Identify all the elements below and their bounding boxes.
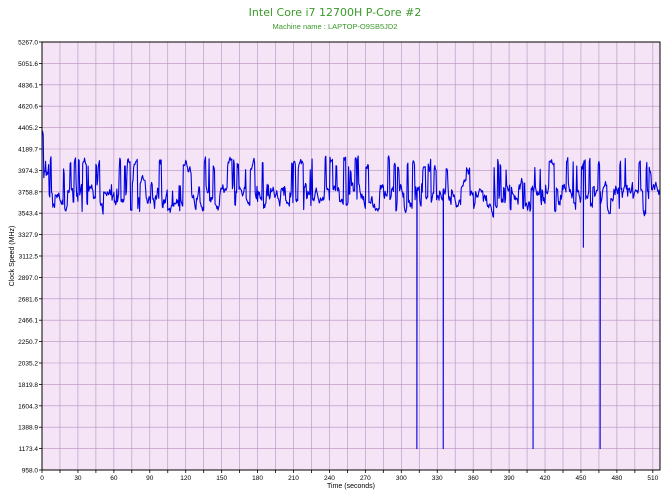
y-tick-label: 1388.9 (18, 425, 38, 432)
x-tick-label: 180 (252, 475, 263, 482)
x-tick-label: 390 (504, 475, 515, 482)
y-tick-label: 1819.8 (18, 382, 38, 389)
x-tick-label: 0 (40, 475, 44, 482)
y-tick-label: 3974.3 (18, 168, 38, 175)
x-tick-label: 60 (110, 475, 118, 482)
y-tick-label: 2250.7 (18, 339, 38, 346)
y-tick-label: 1604.3 (18, 403, 38, 410)
y-tick-label: 958.0 (22, 468, 39, 475)
x-tick-label: 270 (360, 475, 371, 482)
series-line (41, 130, 661, 450)
x-tick-label: 450 (576, 475, 587, 482)
x-tick-label: 210 (288, 475, 299, 482)
x-tick-label: 120 (180, 475, 191, 482)
grid-lines (41, 41, 660, 471)
chart-subtitle: Machine name : LAPTOP-O9SB5JD2 (273, 22, 398, 31)
x-axis-ticks: 0 30 60 90 120 150 180 210 240 270 300 330 360 390 420… (40, 470, 659, 482)
y-tick-label: 3758.8 (18, 189, 38, 196)
y-tick-label: 3543.4 (18, 211, 38, 218)
y-tick-label: 4836.1 (18, 82, 38, 89)
y-axis-label: Clock Speed (MHz) (9, 226, 16, 287)
y-tick-label: 4189.7 (18, 147, 38, 154)
x-tick-label: 510 (647, 475, 658, 482)
y-tick-label: 4620.6 (18, 104, 38, 111)
x-tick-label: 150 (216, 475, 227, 482)
x-tick-label: 360 (468, 475, 479, 482)
y-tick-label: 3112.5 (19, 254, 39, 261)
y-tick-label: 2681.6 (18, 296, 38, 303)
y-tick-label: 4405.2 (18, 125, 38, 132)
y-tick-label: 2035.2 (18, 361, 38, 368)
y-tick-label: 2897.0 (18, 275, 38, 282)
y-tick-label: 5267.0 (18, 40, 38, 47)
x-tick-label: 420 (540, 475, 551, 482)
x-tick-label: 300 (396, 475, 407, 482)
y-tick-label: 3327.9 (18, 232, 38, 239)
y-tick-label: 5051.6 (18, 61, 38, 68)
y-tick-label: 1173.4 (19, 446, 39, 453)
x-tick-label: 30 (74, 475, 82, 482)
y-tick-label: 2466.1 (18, 318, 38, 325)
x-axis-label: Time (seconds) (327, 483, 375, 490)
series-path (41, 130, 661, 450)
y-axis-ticks: 958.0 1173.4 1388.9 1604.3 1819.8 2035.2 2250.… (18, 40, 42, 475)
x-tick-label: 480 (611, 475, 622, 482)
chart-title: Intel Core i7 12700H P-Core #2 (249, 6, 422, 19)
x-tick-label: 240 (324, 475, 335, 482)
x-tick-label: 330 (432, 475, 443, 482)
x-tick-label: 90 (146, 475, 154, 482)
